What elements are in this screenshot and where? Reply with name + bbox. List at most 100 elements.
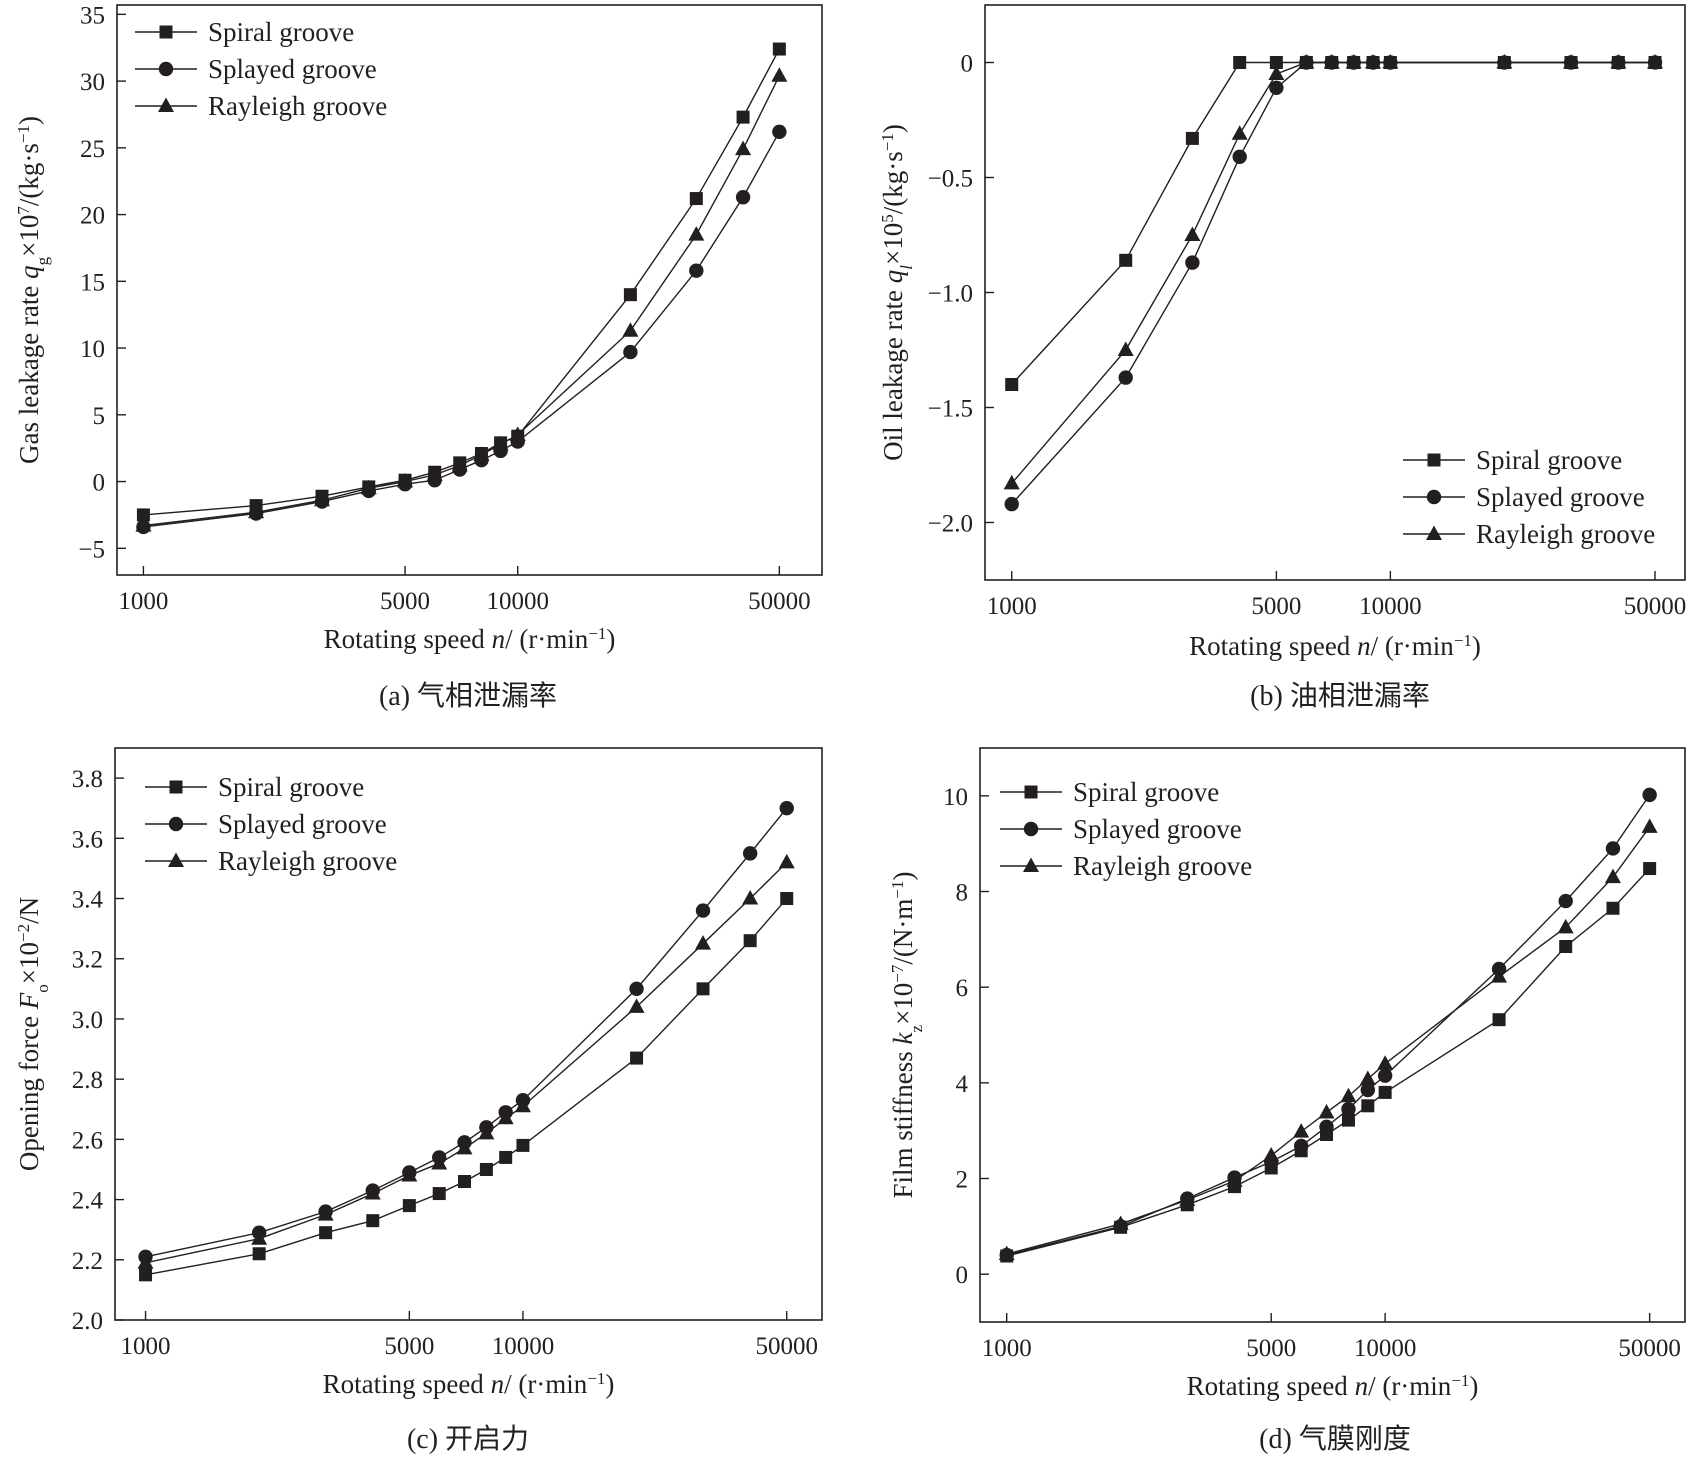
x-tick-label: 5000 — [380, 588, 430, 615]
y-tick-label: 2 — [956, 1167, 969, 1194]
plot-frame — [116, 4, 823, 576]
series-line — [1006, 794, 1651, 1256]
x-tick-label: 50000 — [748, 588, 811, 615]
x-tick-label: 10000 — [486, 588, 549, 615]
data-point — [1119, 253, 1133, 267]
data-point — [1269, 80, 1284, 96]
data-point — [473, 446, 490, 461]
y-tick-label: 2.4 — [72, 1188, 104, 1215]
y-tick-label: 0 — [956, 1262, 969, 1289]
x-axis-label: Rotating speed n/ (r·min−1) — [324, 624, 616, 655]
x-tick-label: 50000 — [1618, 1335, 1681, 1362]
y-tick-label: 2.6 — [72, 1127, 103, 1154]
legend-marker — [158, 61, 174, 77]
legend-marker — [1426, 525, 1442, 540]
data-point — [628, 998, 645, 1013]
data-point — [457, 1175, 471, 1189]
data-point — [402, 1199, 416, 1213]
plot-frame — [114, 747, 823, 1321]
x-tick-label: 10000 — [492, 1333, 555, 1360]
data-point — [629, 981, 644, 997]
data-point — [772, 42, 786, 56]
data-point — [1185, 131, 1199, 145]
series-rayleigh-groove — [1003, 54, 1664, 490]
data-point — [248, 503, 265, 519]
y-tick-label: 3.8 — [72, 766, 103, 793]
y-tick-label: 4 — [956, 1071, 969, 1098]
legend: Spiral groove Splayed groove Rayleigh groo… — [1403, 445, 1655, 549]
series-line — [1011, 61, 1656, 484]
y-tick-label: −0.5 — [928, 166, 973, 193]
data-point — [1559, 940, 1573, 954]
chart-panel-c: 1000 5000 10000 50000 2.0 2.2 2.4 2.6 2.8 3.0 3.2 3… — [14, 747, 823, 1455]
x-tick-label: 1000 — [987, 593, 1037, 620]
panel-caption: (d) 气膜刚度 — [1259, 1423, 1411, 1455]
data-point — [772, 124, 787, 140]
series-line — [145, 807, 788, 1258]
data-point — [1232, 149, 1247, 164]
y-tick-label: 0 — [93, 470, 106, 497]
data-point — [689, 192, 703, 206]
data-point — [478, 1124, 495, 1140]
y-tick-label: 3.2 — [72, 947, 103, 974]
x-tick-label: 5000 — [1251, 593, 1301, 620]
y-tick-label: 10 — [80, 336, 105, 363]
data-point — [1231, 125, 1248, 140]
data-point — [516, 1138, 530, 1152]
data-point — [998, 1245, 1015, 1261]
legend: Spiral groove Splayed groove Rayleigh groo… — [1000, 777, 1252, 881]
data-point — [1557, 918, 1574, 934]
x-tick-label: 10000 — [1354, 1335, 1417, 1362]
data-point — [1377, 1055, 1394, 1070]
legend-label: Rayleigh groove — [1073, 851, 1252, 881]
x-tick-label: 10000 — [1359, 593, 1422, 620]
data-point — [778, 853, 795, 869]
data-point — [1118, 370, 1133, 385]
panel-caption: (b) 油相泄漏率 — [1250, 680, 1430, 712]
panel-caption: (a) 气相泄漏率 — [379, 680, 557, 712]
series-line — [1011, 61, 1656, 385]
data-point — [1268, 65, 1285, 80]
data-point — [1361, 1099, 1375, 1113]
panel-caption: (c) 开启力 — [407, 1423, 529, 1455]
data-point — [1563, 54, 1580, 69]
data-point — [1233, 56, 1247, 69]
data-point — [1647, 54, 1664, 69]
series-line — [1006, 826, 1651, 1255]
y-tick-label: 25 — [80, 136, 105, 163]
data-point — [317, 1206, 334, 1221]
legend-marker — [159, 25, 173, 39]
series-spiral-groove — [1000, 862, 1657, 1263]
legend-marker — [158, 97, 174, 112]
data-point — [1642, 787, 1657, 803]
legend-marker — [1023, 857, 1039, 872]
data-point — [736, 110, 750, 124]
data-point — [1382, 54, 1399, 69]
y-tick-label: 3.4 — [72, 887, 104, 914]
x-tick-label: 1000 — [982, 1335, 1032, 1362]
data-point — [1341, 1101, 1356, 1117]
legend-marker — [1024, 785, 1038, 799]
data-point — [623, 288, 637, 302]
data-point — [137, 1254, 154, 1269]
y-tick-label: 15 — [80, 269, 105, 296]
data-point — [735, 140, 752, 156]
legend-marker — [169, 780, 183, 794]
y-axis-label: Opening force Fo×10−2/N — [14, 897, 52, 1171]
y-tick-label: 30 — [80, 69, 105, 96]
series-spiral-groove — [1005, 56, 1662, 391]
data-point — [1005, 378, 1019, 391]
data-point — [314, 491, 331, 507]
legend-marker — [1427, 453, 1441, 467]
data-point — [1323, 54, 1340, 69]
data-point — [1496, 54, 1513, 69]
x-tick-label: 50000 — [755, 1333, 818, 1360]
x-tick-label: 1000 — [121, 1333, 171, 1360]
data-point — [319, 1226, 333, 1240]
series-line — [1006, 868, 1651, 1257]
data-point — [1117, 341, 1134, 356]
data-point — [689, 263, 704, 278]
data-point — [366, 1214, 380, 1228]
data-point — [251, 1230, 268, 1245]
